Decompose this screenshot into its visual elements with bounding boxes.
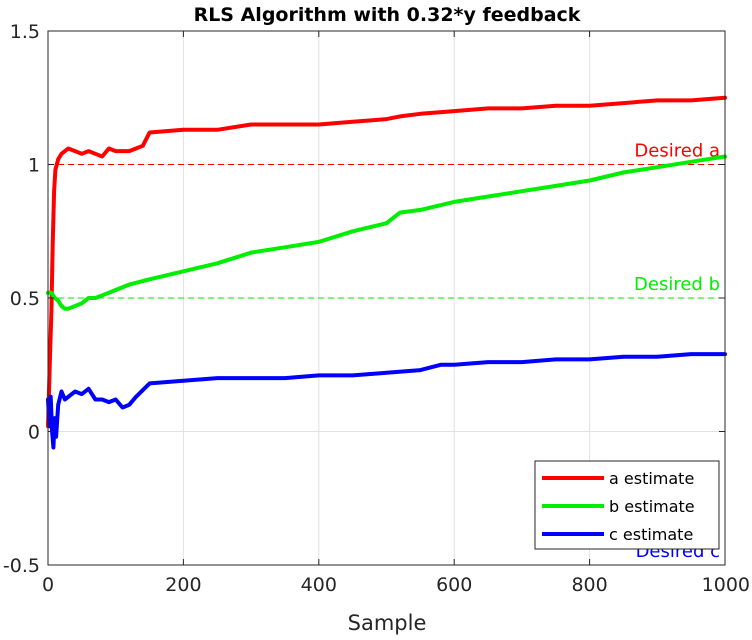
reference-label: Desired a	[634, 141, 720, 162]
x-axis-label: Sample	[348, 611, 427, 635]
y-axis-ticks: -0.5 0 0.5 1 1.5	[3, 21, 725, 577]
legend-label: a estimate	[609, 469, 694, 488]
chart-title: RLS Algorithm with 0.32*y feedback	[194, 4, 581, 26]
reference-label: Desired b	[634, 274, 720, 295]
x-tick-label: 1000	[702, 574, 750, 596]
x-tick-label: 600	[436, 574, 472, 596]
series-line-c-estimate	[46, 352, 727, 450]
series-lines	[46, 95, 727, 450]
x-tick-label: 200	[165, 574, 201, 596]
y-tick-label: 0	[28, 422, 40, 444]
x-tick-label: 800	[571, 574, 607, 596]
y-tick-label: -0.5	[3, 555, 40, 577]
legend-label: c estimate	[609, 525, 693, 544]
x-tick-label: 400	[301, 574, 337, 596]
y-tick-label: 1	[28, 155, 40, 177]
y-tick-label: 1.5	[10, 21, 40, 43]
legend: a estimate b estimate c estimate	[534, 460, 720, 550]
legend-label: b estimate	[609, 497, 695, 516]
x-tick-label: 0	[42, 574, 54, 596]
series-line-b-estimate	[46, 154, 727, 311]
y-tick-label: 0.5	[10, 288, 40, 310]
x-axis-ticks: 0 200 400 600 800 1000	[42, 31, 750, 596]
series-line-a-estimate	[46, 95, 727, 429]
